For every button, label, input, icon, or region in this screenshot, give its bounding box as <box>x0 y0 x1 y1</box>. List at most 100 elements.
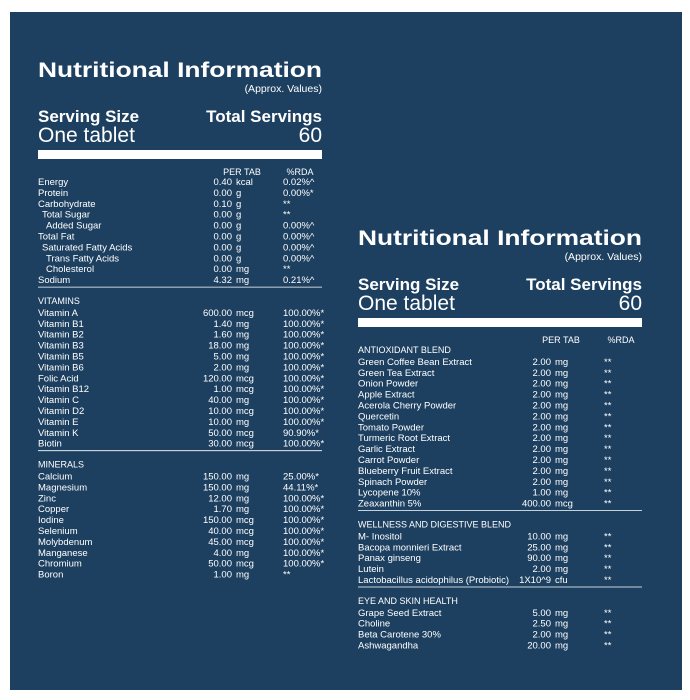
total-servings-label: Total Servings <box>526 275 642 294</box>
rda: ** <box>283 210 291 221</box>
unit: mg <box>555 542 568 553</box>
nutrient-name: Total Fat <box>38 232 75 243</box>
rda: ** <box>604 357 612 368</box>
amount: 2.00 <box>533 433 552 444</box>
unit: mg <box>555 401 568 412</box>
unit: mg <box>236 264 249 275</box>
nutrient-name: Bacopa monnieri Extract <box>358 542 462 553</box>
unit: mcg <box>236 559 254 570</box>
unit: mg <box>236 395 249 406</box>
nutrient-name: Total Sugar <box>42 210 90 221</box>
amount: 1.00 <box>214 570 233 581</box>
unit: mcg <box>236 373 254 384</box>
rda: ** <box>604 368 612 379</box>
unit: mg <box>236 275 249 286</box>
rda: 25.00%* <box>283 472 319 483</box>
rda: 100.00%* <box>283 526 325 537</box>
amount: 10.00 <box>208 406 232 417</box>
amount: 2.00 <box>533 466 552 477</box>
amount: 0.00 <box>214 242 233 253</box>
total-servings-label: Total Servings <box>206 107 322 126</box>
nutrient-name: Calcium <box>38 472 72 483</box>
unit: mg <box>236 352 249 363</box>
amount: 5.00 <box>533 608 552 619</box>
nutrient-name: Choline <box>358 619 390 630</box>
unit: mcg <box>236 406 254 417</box>
section-heading: WELLNESS AND DIGESTIVE BLEND <box>358 520 512 530</box>
unit: g <box>236 253 241 264</box>
rda: 100.00%* <box>283 515 325 526</box>
unit: mcg <box>236 308 254 319</box>
amount: 1.60 <box>214 330 233 341</box>
column-header: %RDA <box>286 167 313 177</box>
section-heading: ANTIOXIDANT BLEND <box>358 345 451 355</box>
section-heading: EYE AND SKIN HEALTH <box>358 596 458 606</box>
rda: 100.00%* <box>283 362 325 373</box>
rda: ** <box>604 488 612 499</box>
divider-bar <box>38 150 322 159</box>
amount: 2.00 <box>533 444 552 455</box>
nutrient-name: Vitamin A <box>38 308 79 319</box>
unit: mg <box>555 444 568 455</box>
unit: mcg <box>236 428 254 439</box>
unit: mg <box>236 504 249 515</box>
unit: kcal <box>236 177 253 188</box>
unit: mg <box>555 619 568 630</box>
rda: 100.00%* <box>283 439 325 450</box>
unit: mcg <box>236 515 254 526</box>
nutrient-name: Molybdenum <box>38 537 92 548</box>
nutrient-name: Boron <box>38 570 63 581</box>
nutrient-name: Onion Powder <box>358 379 418 390</box>
unit: mg <box>555 488 568 499</box>
rda: ** <box>604 641 612 652</box>
rda: ** <box>604 379 612 390</box>
nutrient-name: Carbohydrate <box>38 199 96 210</box>
nutrient-name: Quercetin <box>358 411 399 422</box>
nutrient-name: Cholesterol <box>46 264 94 275</box>
unit: mg <box>236 482 249 493</box>
unit: mg <box>555 641 568 652</box>
rda: 0.00%* <box>283 188 314 199</box>
nutrient-name: Carrot Powder <box>358 455 419 466</box>
nutrient-name: Selenium <box>38 526 78 537</box>
unit: mg <box>236 330 249 341</box>
unit: g <box>236 242 241 253</box>
nutrient-name: Apple Extract <box>358 390 415 401</box>
nutrient-name: Saturated Fatty Acids <box>42 242 133 253</box>
unit: mcg <box>236 384 254 395</box>
amount: 2.00 <box>533 401 552 412</box>
unit: g <box>236 199 241 210</box>
nutrient-name: Green Coffee Bean Extract <box>358 357 472 368</box>
amount: 150.00 <box>203 515 232 526</box>
nutrient-name: Chromium <box>38 559 82 570</box>
unit: mg <box>555 531 568 542</box>
rda: ** <box>604 466 612 477</box>
amount: 120.00 <box>203 373 232 384</box>
rda: 100.00%* <box>283 373 325 384</box>
nutrient-name: Biotin <box>38 439 62 450</box>
unit: mg <box>236 319 249 330</box>
nutrient-name: Folic Acid <box>38 373 79 384</box>
amount: 10.00 <box>527 531 551 542</box>
rda: 100.00%* <box>283 352 325 363</box>
rda: 100.00%* <box>283 319 325 330</box>
nutrient-name: Blueberry Fruit Extract <box>358 466 453 477</box>
unit: mg <box>236 493 249 504</box>
amount: 1.00 <box>214 384 233 395</box>
nutrient-name: Panax ginseng <box>358 553 421 564</box>
rda: ** <box>604 401 612 412</box>
rda: ** <box>604 608 612 619</box>
amount: 10.00 <box>208 417 232 428</box>
rda: ** <box>604 630 612 641</box>
unit: mg <box>555 553 568 564</box>
unit: mg <box>555 390 568 401</box>
unit: mg <box>555 422 568 433</box>
rda: ** <box>283 199 291 210</box>
nutrient-name: Sodium <box>38 275 70 286</box>
unit: mg <box>236 341 249 352</box>
amount: 2.00 <box>533 630 552 641</box>
rda: ** <box>604 619 612 630</box>
rda: ** <box>604 390 612 401</box>
amount: 2.00 <box>533 422 552 433</box>
